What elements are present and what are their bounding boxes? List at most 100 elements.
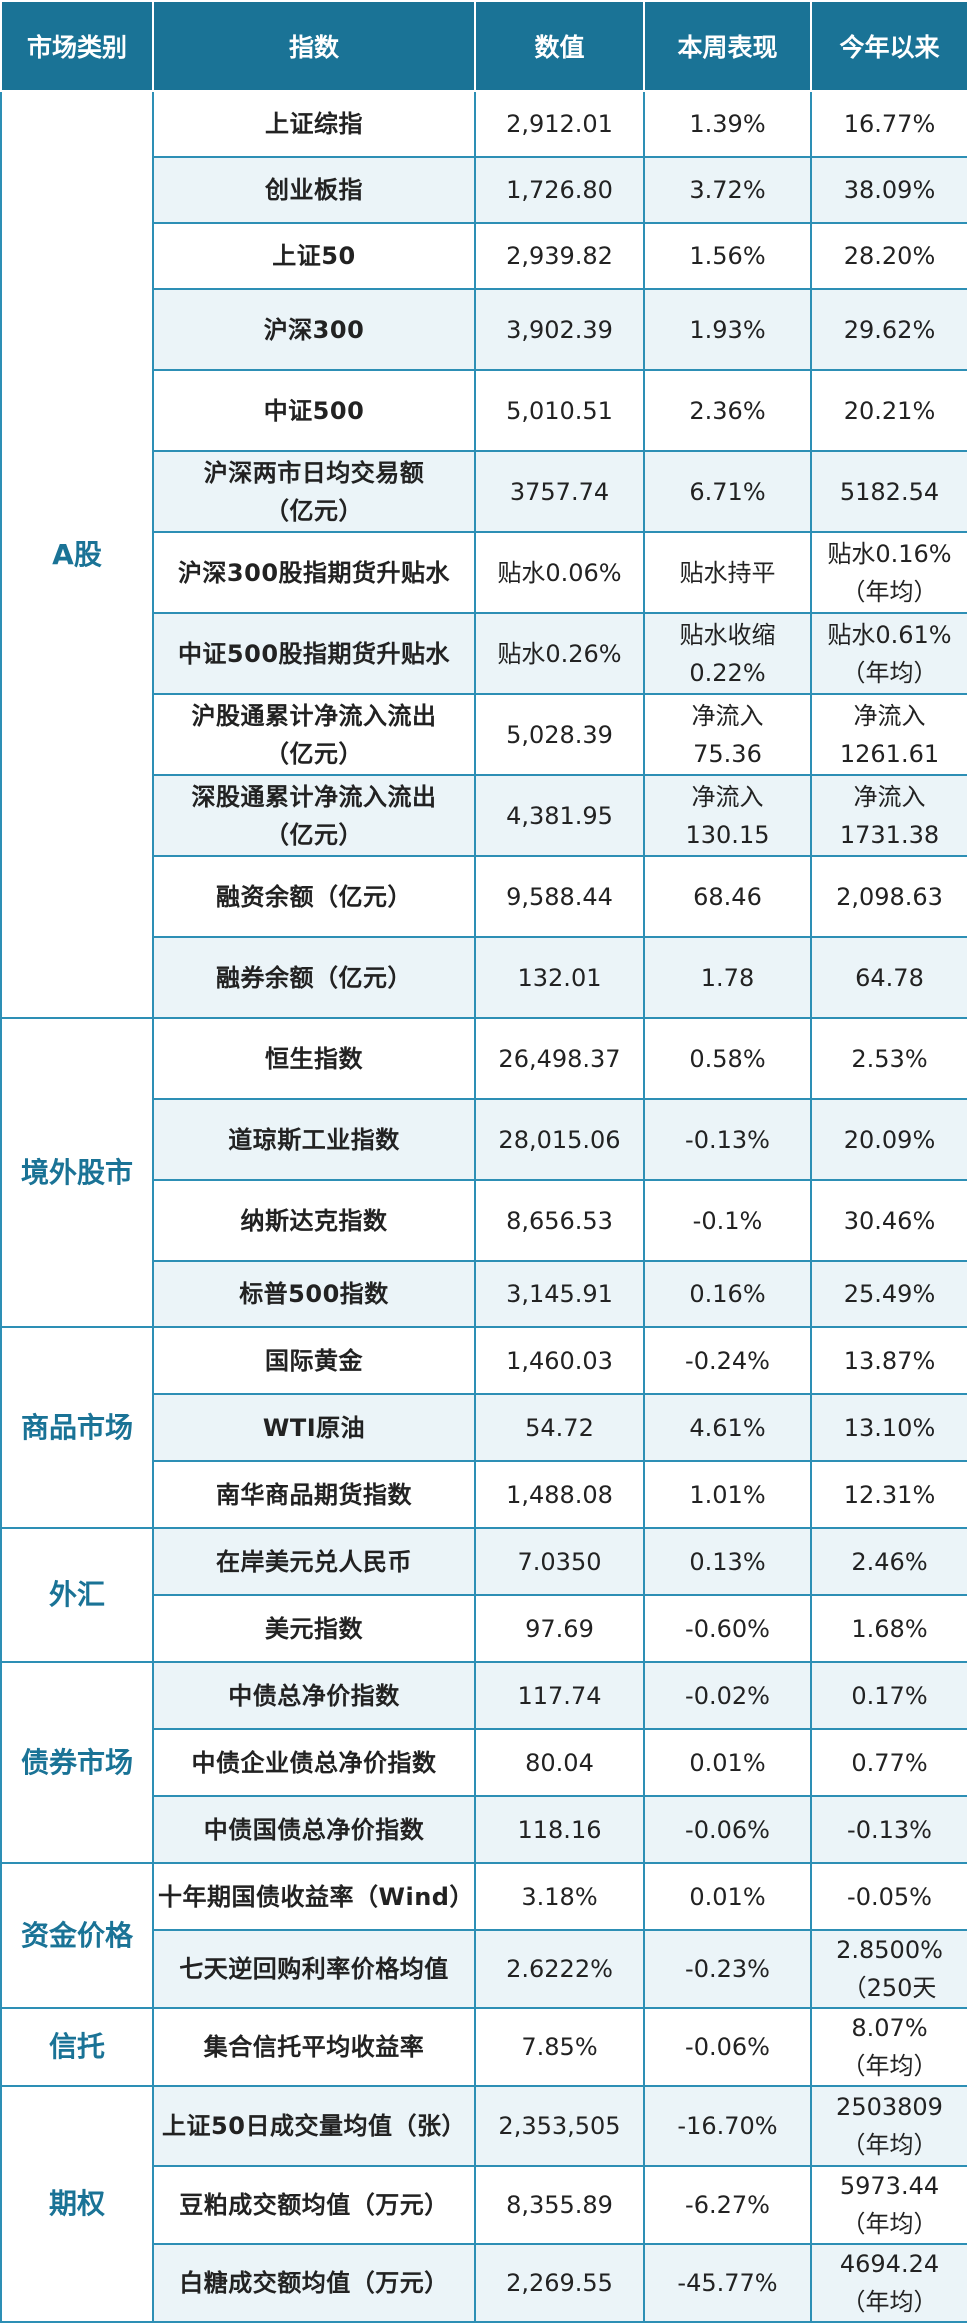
ytd-change-cell: 2.53% <box>810 1017 967 1100</box>
value-text: 4,381.95 <box>506 801 613 830</box>
index-name-text: 七天逆回购利率价格均值 <box>179 1955 449 1983</box>
ytd-change-text: 13.10% <box>843 1413 936 1442</box>
table-row: 资金价格 十年期国债收益率（Wind） 3.18% 0.01% -0.05% <box>0 1862 967 2009</box>
index-name-text: 在岸美元兑人民币 <box>216 1547 412 1576</box>
ytd-change-text: 38.09% <box>843 176 936 204</box>
table-row: 标普500指数 3,145.91 0.16% 25.49% <box>1 1260 967 1328</box>
ytd-change-text: 64.78 <box>855 963 924 992</box>
index-name-cell: 在岸美元兑人民币 <box>152 1527 476 1596</box>
index-name-text: 中证500 <box>263 396 365 425</box>
index-name-cell: 沪深两市日均交易额 （亿元） <box>152 450 476 533</box>
table-row: 信托 集合信托平均收益率 7.85% -0.06% 8.07% （年均） <box>0 2007 967 2087</box>
index-name-text: 十年期国债收益率（Wind） <box>158 1882 474 1911</box>
value-cell: 28,015.06 <box>474 1098 645 1181</box>
table-header-row: 市场类别 指数 数值 本周表现 今年以来 <box>0 0 967 92</box>
weekly-change-cell: -0.1% <box>643 1179 812 1262</box>
weekly-change-cell: 0.01% <box>643 1862 812 1931</box>
ytd-change-cell: 12.31% <box>810 1460 967 1529</box>
ytd-change-text: 2.8500% （250天 <box>836 1936 943 2002</box>
weekly-change-text: 0.01% <box>689 1882 766 1911</box>
weekly-change-text: 净流入 75.36 <box>691 701 764 768</box>
value-cell: 9,588.44 <box>474 855 645 938</box>
value-cell: 3757.74 <box>474 450 645 533</box>
index-name-text: 中证500股指期货升贴水 <box>177 639 451 668</box>
ytd-change-cell: 2,098.63 <box>810 855 967 938</box>
header-index: 指数 <box>152 0 476 92</box>
index-name-cell: 融券余额（亿元） <box>152 936 476 1019</box>
value-cell: 5,010.51 <box>474 369 645 452</box>
index-name-cell: 上证综指 <box>152 90 476 158</box>
weekly-change-text: -0.13% <box>685 1125 770 1154</box>
value-text: 2,939.82 <box>506 242 613 270</box>
table-row: A股 上证综指 2,912.01 1.39% 16.77% <box>0 90 967 1019</box>
value-cell: 2,269.55 <box>474 2243 645 2323</box>
index-name-text: 豆粕成交额均值（万元） <box>179 2191 449 2219</box>
index-name-cell: 白糖成交额均值（万元） <box>152 2243 476 2323</box>
weekly-change-text: -16.70% <box>677 2112 778 2140</box>
ytd-change-cell: 2.46% <box>810 1527 967 1596</box>
index-name-text: 上证50 <box>272 242 356 270</box>
index-name-text: 沪深300 <box>263 315 365 344</box>
weekly-change-text: -0.24% <box>685 1346 770 1375</box>
table-body: A股 上证综指 2,912.01 1.39% 16.77% 创业板指 1,726.80 3.7… <box>0 90 967 2323</box>
value-cell: 2,939.82 <box>474 222 645 290</box>
value-text: 1,488.08 <box>506 1480 613 1509</box>
ytd-change-text: 贴水0.16% （年均） <box>827 539 952 606</box>
value-text: 97.69 <box>525 1614 594 1643</box>
ytd-change-text: 28.20% <box>843 242 936 270</box>
index-name-text: 中债企业债总净价指数 <box>191 1748 437 1777</box>
value-cell: 117.74 <box>474 1661 645 1730</box>
ytd-change-cell: 13.87% <box>810 1326 967 1395</box>
weekly-change-cell: 1.39% <box>643 90 812 158</box>
index-name-cell: 道琼斯工业指数 <box>152 1098 476 1181</box>
weekly-change-text: 1.39% <box>689 110 766 138</box>
header-value: 数值 <box>474 0 645 92</box>
ytd-change-text: 12.31% <box>843 1480 936 1509</box>
value-cell: 80.04 <box>474 1728 645 1797</box>
weekly-change-text: 贴水持平 <box>679 558 776 587</box>
weekly-change-cell: 1.93% <box>643 288 812 371</box>
value-cell: 132.01 <box>474 936 645 1019</box>
value-text: 2,912.01 <box>506 110 613 138</box>
ytd-change-cell: 25.49% <box>810 1260 967 1328</box>
weekly-change-text: 1.78 <box>700 963 755 992</box>
table-row: 道琼斯工业指数 28,015.06 -0.13% 20.09% <box>1 1098 967 1181</box>
index-name-cell: 创业板指 <box>152 156 476 224</box>
weekly-change-cell: 6.71% <box>643 450 812 533</box>
value-text: 118.16 <box>517 1815 602 1844</box>
weekly-change-cell: 0.16% <box>643 1260 812 1328</box>
weekly-change-text: -6.27% <box>685 2191 770 2219</box>
index-name-text: 融券余额（亿元） <box>216 963 412 992</box>
value-text: 8,656.53 <box>506 1206 613 1235</box>
value-cell: 7.85% <box>474 2007 645 2087</box>
value-cell: 7.0350 <box>474 1527 645 1596</box>
table-row: 境外股市 恒生指数 26,498.37 0.58% 2.53% <box>0 1017 967 1328</box>
ytd-change-text: 25.49% <box>843 1280 936 1308</box>
index-name-text: WTI原油 <box>262 1413 366 1442</box>
index-name-cell: 上证50 <box>152 222 476 290</box>
weekly-change-cell: 贴水收缩 0.22% <box>643 612 812 695</box>
value-text: 26,498.37 <box>498 1044 621 1073</box>
ytd-change-cell: 净流入 1261.61 <box>810 693 967 776</box>
table-row: 商品市场 国际黄金 1,460.03 -0.24% 13.87% <box>0 1326 967 1529</box>
index-name-text: 沪深300股指期货升贴水 <box>177 558 451 587</box>
category-cell: 信托 <box>0 2007 154 2087</box>
value-text: 贴水0.06% <box>497 558 622 587</box>
ytd-change-cell: 20.09% <box>810 1098 967 1181</box>
index-name-cell: 沪深300股指期货升贴水 <box>152 531 476 614</box>
index-name-cell: 中债企业债总净价指数 <box>152 1728 476 1797</box>
value-text: 2,269.55 <box>506 2269 613 2297</box>
value-text: 5,028.39 <box>506 720 613 749</box>
ytd-change-cell: 13.10% <box>810 1393 967 1462</box>
table-row: 期权 上证50日成交量均值（张） 2,353,505 -16.70% 2503809 （… <box>0 2085 967 2323</box>
weekly-change-text: -45.77% <box>677 2269 778 2297</box>
index-name-text: 美元指数 <box>265 1614 363 1643</box>
value-text: 3,902.39 <box>506 315 613 344</box>
category-cell: 商品市场 <box>0 1326 154 1529</box>
ytd-change-cell: 0.77% <box>810 1728 967 1797</box>
weekly-change-cell: -0.13% <box>643 1098 812 1181</box>
index-name-text: 恒生指数 <box>265 1044 363 1073</box>
index-name-cell: 中债国债总净价指数 <box>152 1795 476 1864</box>
value-cell: 2.6222% <box>474 1929 645 2009</box>
